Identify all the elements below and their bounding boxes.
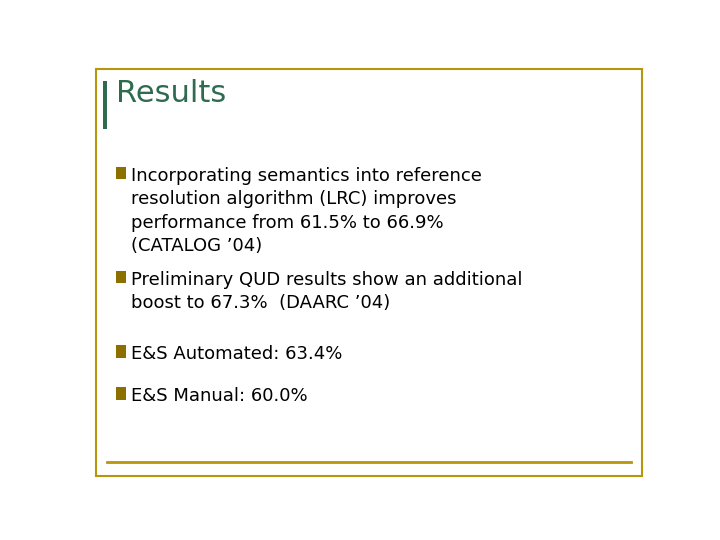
- Bar: [116, 387, 126, 400]
- Bar: [116, 271, 126, 283]
- Bar: [116, 346, 126, 358]
- Text: Incorporating semantics into reference
resolution algorithm (LRC) improves
perfo: Incorporating semantics into reference r…: [131, 167, 482, 255]
- Text: E&S Automated: 63.4%: E&S Automated: 63.4%: [131, 346, 342, 363]
- Bar: [116, 167, 126, 179]
- Bar: [104, 82, 107, 129]
- Text: Results: Results: [116, 79, 227, 109]
- Text: E&S Manual: 60.0%: E&S Manual: 60.0%: [131, 387, 307, 405]
- Text: Preliminary QUD results show an additional
boost to 67.3%  (DAARC ’04): Preliminary QUD results show an addition…: [131, 271, 522, 312]
